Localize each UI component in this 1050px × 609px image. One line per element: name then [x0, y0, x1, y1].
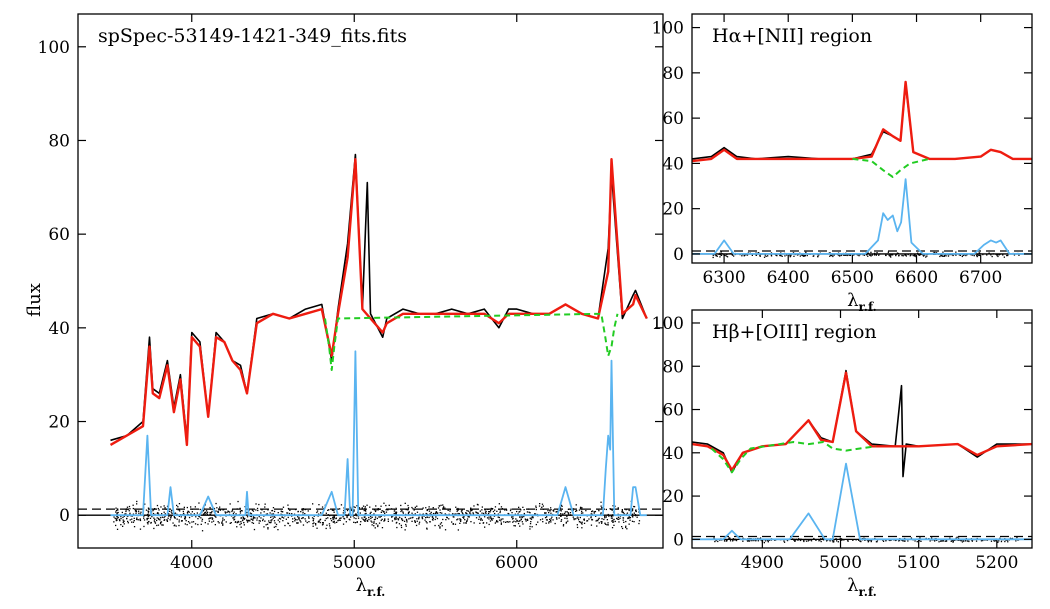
panel-title: Hα+[NII] region [712, 25, 872, 47]
main-spectrum-panel: 4000 5000 6000 0 20 40 60 80 100 spSpec-53149-142… [38, 13, 664, 599]
model-series-line [692, 80, 1032, 163]
halpha-region-panel: 6300 6400 6500 6600 6700 0 20 40 60 80 100 Hα+[NII]… [652, 13, 1033, 314]
y-tick-label: 80 [662, 64, 684, 84]
y-tick-label: 40 [48, 319, 70, 339]
y-tick-label: 80 [48, 131, 70, 151]
emission-series-line [692, 178, 1032, 255]
y-tick-label: 60 [662, 401, 684, 421]
y-tick-label: 40 [662, 154, 684, 174]
y-tick-label: 100 [652, 19, 684, 39]
x-tick-label: 6500 [831, 268, 874, 288]
x-tick-label: 6300 [702, 268, 745, 288]
x-tick-label: 6600 [895, 268, 938, 288]
x-tick-label: 5100 [897, 553, 940, 573]
x-tick-label: 5000 [333, 553, 376, 573]
continuum-series-line [324, 312, 619, 371]
emission-series-line [110, 350, 647, 517]
y-tick-label: 20 [48, 413, 70, 433]
x-tick-label: 5200 [975, 553, 1018, 573]
y-tick-label: 100 [38, 38, 70, 58]
y-tick-label: 0 [59, 506, 70, 526]
hbeta-region-panel: 4900 5000 5100 5200 0 20 40 60 80 100 Hβ+[OIII] re… [652, 309, 1033, 599]
x-tick-label: 6000 [495, 553, 538, 573]
panel-title: Hβ+[OIII] region [712, 321, 877, 343]
observed-series-line [692, 83, 1032, 160]
y-tick-label: 20 [662, 200, 684, 220]
observed-series-line [692, 369, 1032, 478]
plot-frame [691, 13, 1033, 264]
panel-title: spSpec-53149-1421-349_fits.fits [98, 25, 407, 47]
x-tick-label: 5000 [819, 553, 862, 573]
y-tick-label: 0 [673, 245, 684, 265]
x-tick-label: 4900 [741, 553, 784, 573]
y-tick-label: 0 [673, 530, 684, 550]
plot-frame [77, 13, 664, 549]
continuum-series-line [852, 157, 930, 178]
continuum-series-line [710, 441, 876, 474]
y-tick-label: 100 [652, 314, 684, 334]
x-axis-label: λr.f. [847, 575, 877, 599]
x-tick-label: 6700 [959, 268, 1002, 288]
y-tick-label: 60 [48, 225, 70, 245]
model-series-line [692, 371, 1032, 472]
residual-points [113, 500, 641, 532]
x-axis-label: λr.f. [356, 575, 386, 599]
y-tick-label: 80 [662, 357, 684, 377]
emission-series-line [692, 462, 1032, 541]
y-tick-label: 60 [662, 109, 684, 129]
x-tick-label: 6400 [767, 268, 810, 288]
plot-frame [691, 309, 1033, 549]
y-axis-label: flux [24, 283, 45, 317]
y-tick-label: 40 [662, 444, 684, 464]
model-series-line [109, 158, 648, 447]
x-tick-label: 4000 [170, 553, 213, 573]
y-tick-label: 20 [662, 487, 684, 507]
observed-series-line [110, 153, 648, 442]
